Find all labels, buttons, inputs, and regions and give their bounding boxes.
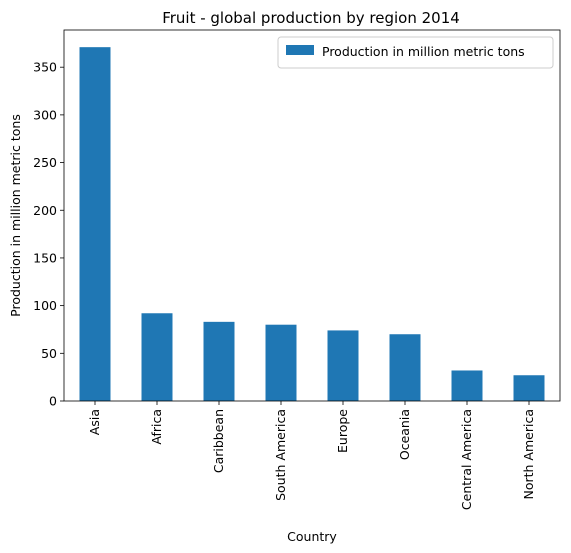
x-tick-label: Oceania [397, 409, 412, 460]
legend: Production in million metric tons [277, 36, 554, 69]
y-tick-label: 50 [41, 346, 57, 361]
x-tick-label: North America [521, 409, 536, 500]
chart-title: Fruit - global production by region 2014 [162, 9, 460, 27]
bar-europe [327, 330, 359, 401]
y-tick-label: 150 [33, 250, 57, 265]
bar-caribbean [203, 321, 235, 401]
bar-north-america [513, 375, 545, 401]
x-tick-label: Europe [335, 409, 350, 453]
y-tick-label: 100 [33, 298, 57, 313]
bars-group [79, 47, 545, 402]
legend-box [277, 36, 554, 69]
y-tick-label: 250 [33, 155, 57, 170]
bar-africa [141, 313, 173, 401]
x-axis-ticks: Asia Africa Caribbean South America Europe Oc… [87, 401, 536, 510]
x-axis-label: Country [287, 529, 337, 544]
legend-swatch [286, 45, 314, 55]
bar-oceania [389, 334, 421, 401]
legend-label: Production in million metric tons [322, 44, 525, 59]
bar-south-america [265, 324, 297, 401]
y-axis-ticks: 0 50 100 150 200 250 300 350 [33, 60, 64, 409]
x-tick-label: Central America [459, 409, 474, 510]
y-tick-label: 300 [33, 107, 57, 122]
plot-frame [63, 29, 561, 402]
y-axis-label: Production in million metric tons [8, 114, 23, 317]
y-tick-label: 0 [49, 394, 57, 409]
y-tick-label: 350 [33, 60, 57, 75]
bar-asia [79, 47, 111, 402]
y-tick-label: 200 [33, 203, 57, 218]
x-tick-label: Asia [87, 409, 102, 435]
x-tick-label: South America [273, 409, 288, 501]
x-tick-label: Caribbean [211, 409, 226, 473]
x-tick-label: Africa [149, 409, 164, 445]
bar-central-america [451, 370, 483, 401]
